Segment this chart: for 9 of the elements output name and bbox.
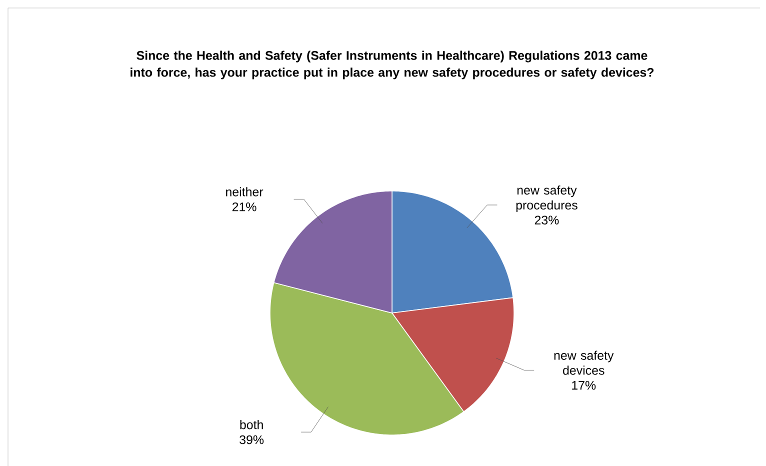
data-label: 23% (534, 216, 559, 224)
chart-title: Since the Health and Safety (Safer Instruments in Healthcare) Regulations 2013 came into force, has your practice put in place any new safety procedures or safety devices? (130, 50, 654, 80)
slice-label: new safety procedures (516, 185, 578, 212)
slice-label: new safety devices (554, 350, 614, 375)
data-label: 21% (232, 202, 256, 212)
slice-label: neither (226, 187, 264, 196)
data-label: 17% (572, 380, 596, 390)
data-label: 39% (240, 435, 264, 444)
slice-label: both (240, 420, 263, 430)
